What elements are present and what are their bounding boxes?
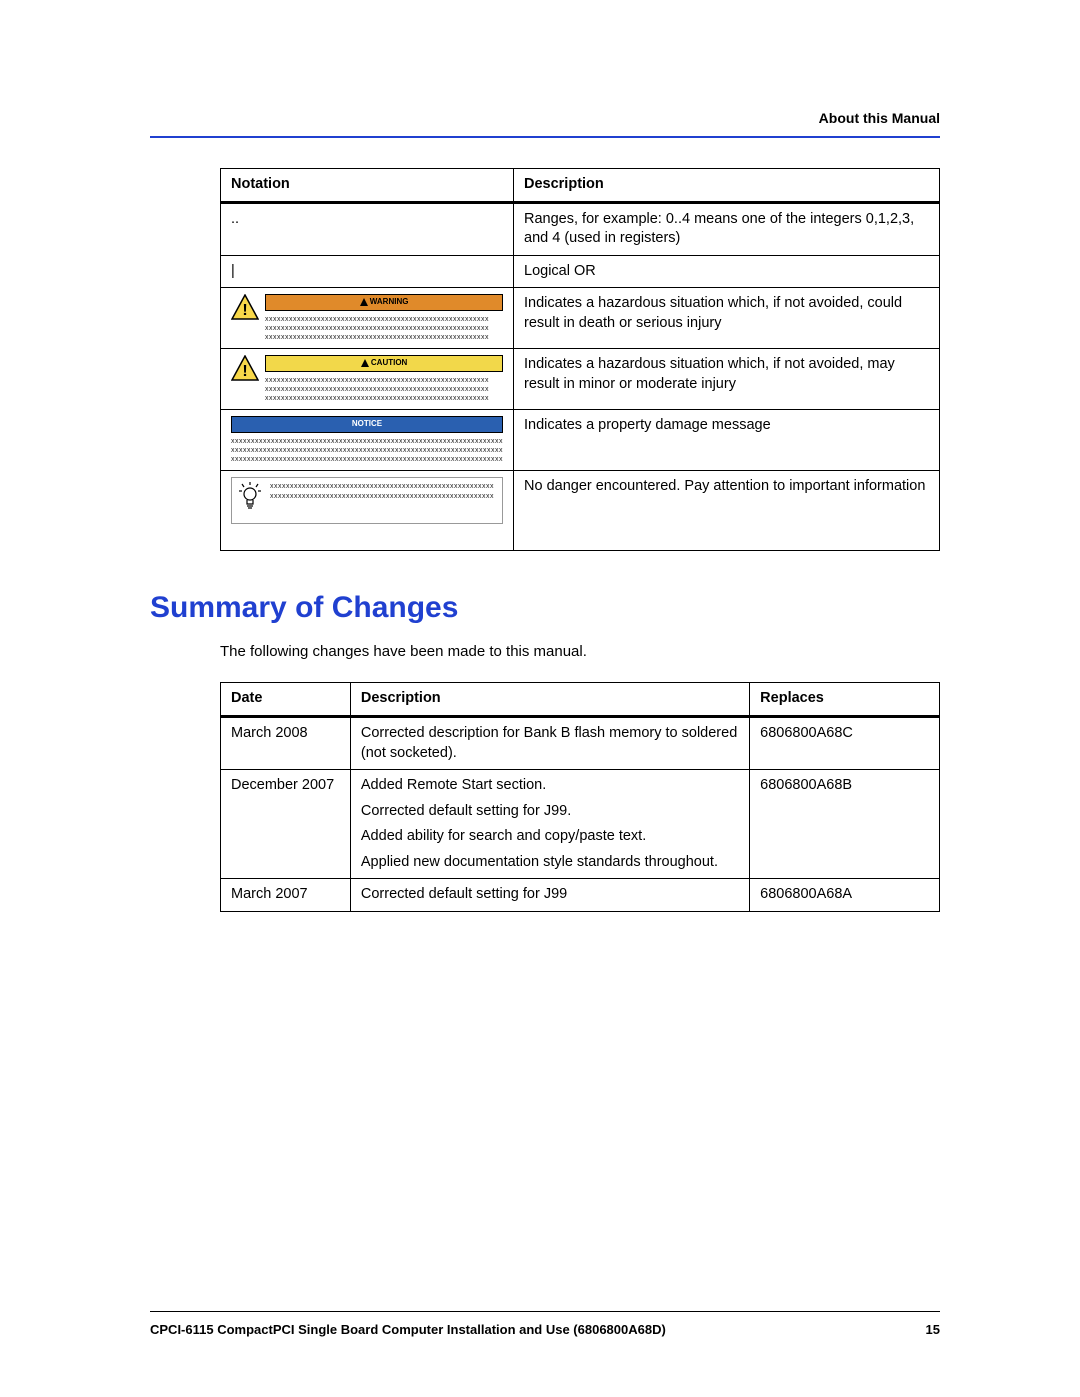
description-cell: Indicates a hazardous situation which, i… — [514, 288, 940, 349]
table-row: ! WARNING xxxxxxxxxxxxxxxxxxxxxxxxxxxxxx… — [221, 288, 940, 349]
changes-table: Date Description Replaces March 2008 Cor… — [220, 682, 940, 912]
table-header-row: Date Description Replaces — [221, 683, 940, 717]
notation-cell: | — [221, 255, 514, 288]
col-date: Date — [221, 683, 351, 717]
warning-triangle-icon: ! — [231, 294, 259, 327]
description-cell: Indicates a hazardous situation which, i… — [514, 349, 940, 410]
table-header-row: Notation Description — [221, 169, 940, 203]
date-cell: December 2007 — [221, 770, 351, 879]
date-cell: March 2008 — [221, 717, 351, 770]
placeholder-text: xxxxxxxxxxxxxxxxxxxxxxxxxxxxxxxxxxxxxxxx… — [265, 315, 503, 342]
description-cell: Indicates a property damage message — [514, 410, 940, 471]
replaces-cell: 6806800A68B — [750, 770, 940, 879]
lightbulb-icon — [238, 482, 262, 519]
table-row: March 2007 Corrected default setting for… — [221, 879, 940, 912]
footer-page-number: 15 — [926, 1322, 940, 1337]
desc-item: Added Remote Start section. — [361, 776, 739, 796]
notation-table: Notation Description .. Ranges, for exam… — [220, 168, 940, 551]
table-row: NOTICE xxxxxxxxxxxxxxxxxxxxxxxxxxxxxxxxx… — [221, 410, 940, 471]
svg-text:!: ! — [242, 363, 247, 380]
notation-cell: NOTICE xxxxxxxxxxxxxxxxxxxxxxxxxxxxxxxxx… — [221, 410, 514, 471]
notation-cell: ! WARNING xxxxxxxxxxxxxxxxxxxxxxxxxxxxxx… — [221, 288, 514, 349]
desc-item: Applied new documentation style standard… — [361, 853, 739, 873]
page-footer: CPCI-6115 CompactPCI Single Board Comput… — [150, 1311, 940, 1337]
description-cell: Ranges, for example: 0..4 means one of t… — [514, 202, 940, 255]
header-section: About this Manual — [150, 110, 940, 126]
desc-item: Corrected default setting for J99. — [361, 802, 739, 822]
description-cell: No danger encountered. Pay attention to … — [514, 471, 940, 551]
notation-cell: xxxxxxxxxxxxxxxxxxxxxxxxxxxxxxxxxxxxxxxx… — [221, 471, 514, 551]
table-row: ! CAUTION xxxxxxxxxxxxxxxxxxxxxxxxxxxxxx… — [221, 349, 940, 410]
replaces-cell: 6806800A68C — [750, 717, 940, 770]
table-row: .. Ranges, for example: 0..4 means one o… — [221, 202, 940, 255]
placeholder-text: xxxxxxxxxxxxxxxxxxxxxxxxxxxxxxxxxxxxxxxx… — [231, 437, 503, 464]
col-notation: Notation — [221, 169, 514, 203]
description-cell: Added Remote Start section. Corrected de… — [350, 770, 749, 879]
col-description: Description — [350, 683, 749, 717]
footer-title: CPCI-6115 CompactPCI Single Board Comput… — [150, 1322, 666, 1337]
summary-heading: Summary of Changes — [150, 591, 940, 625]
caution-triangle-icon: ! — [231, 355, 259, 388]
svg-text:!: ! — [242, 302, 247, 319]
placeholder-text: xxxxxxxxxxxxxxxxxxxxxxxxxxxxxxxxxxxxxxxx… — [265, 376, 503, 403]
description-cell: Corrected default setting for J99 — [350, 879, 749, 912]
summary-intro: The following changes have been made to … — [220, 643, 940, 660]
warning-label: WARNING — [265, 294, 503, 311]
desc-item: Added ability for search and copy/paste … — [361, 827, 739, 847]
notice-label: NOTICE — [231, 416, 503, 433]
table-row: xxxxxxxxxxxxxxxxxxxxxxxxxxxxxxxxxxxxxxxx… — [221, 471, 940, 551]
header-rule — [150, 136, 940, 138]
col-replaces: Replaces — [750, 683, 940, 717]
table-row: March 2008 Corrected description for Ban… — [221, 717, 940, 770]
date-cell: March 2007 — [221, 879, 351, 912]
description-cell: Logical OR — [514, 255, 940, 288]
table-row: | Logical OR — [221, 255, 940, 288]
notation-cell: ! CAUTION xxxxxxxxxxxxxxxxxxxxxxxxxxxxxx… — [221, 349, 514, 410]
col-description: Description — [514, 169, 940, 203]
replaces-cell: 6806800A68A — [750, 879, 940, 912]
caution-label: CAUTION — [265, 355, 503, 372]
placeholder-text: xxxxxxxxxxxxxxxxxxxxxxxxxxxxxxxxxxxxxxxx… — [270, 482, 494, 500]
table-row: December 2007 Added Remote Start section… — [221, 770, 940, 879]
notation-cell: .. — [221, 202, 514, 255]
description-cell: Corrected description for Bank B flash m… — [350, 717, 749, 770]
